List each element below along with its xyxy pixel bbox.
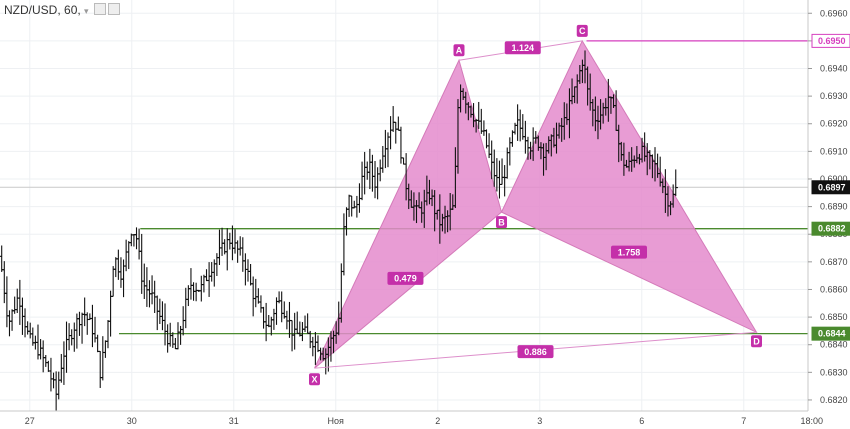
price-tick-label: 0.6870 [820, 257, 848, 267]
point-tag-bg [576, 24, 588, 37]
ratio-labels: 1.124 0.479 1.758 0.886 [387, 41, 647, 359]
price-tag-bg [811, 221, 850, 236]
point-tag-d: D [753, 336, 760, 346]
ratio-tag: 0.886 [524, 347, 547, 357]
harmonic-pattern-fill [314, 39, 758, 369]
triangle-xab [314, 58, 503, 369]
price-tag: 0.6844 [818, 329, 846, 339]
price-tick-label: 0.6960 [820, 8, 848, 18]
current-price-tag: 0.6897 [818, 182, 846, 192]
point-tag-bg [496, 216, 507, 229]
price-tick-label: 0.6830 [820, 367, 848, 377]
time-tick-label: 6 [639, 416, 644, 426]
symbol-label: NZD/USD [4, 3, 58, 17]
ratio-tag: 1.758 [618, 247, 641, 257]
close-icon[interactable] [107, 3, 120, 15]
time-tick-label: 30 [127, 416, 137, 426]
settings-icon[interactable] [93, 3, 106, 15]
point-tag-bg [309, 373, 320, 386]
price-tag: 0.6950 [818, 36, 846, 46]
price-tick-label: 0.6860 [820, 284, 848, 294]
price-bars [0, 50, 678, 411]
time-tick-label: 3 [537, 416, 542, 426]
triangle-bcd [500, 39, 758, 334]
price-tag-bg [811, 33, 850, 48]
price-axis-bg [808, 0, 850, 411]
price-tick-label: 0.6920 [820, 119, 848, 129]
dropdown-icon[interactable]: ▾ [84, 6, 89, 16]
price-tag: 0.6882 [818, 224, 846, 234]
ratio-tag-bg [504, 41, 541, 55]
price-tick-label: 0.6840 [820, 340, 848, 350]
point-tag-b: B [498, 217, 505, 227]
ratio-tag: 0.479 [394, 274, 417, 284]
time-tick-label: Ноя [328, 416, 345, 426]
time-tick-label: 31 [229, 416, 239, 426]
price-tick-label: 0.6820 [820, 395, 848, 405]
ratio-tag-bg [517, 345, 554, 359]
time-axis-bg [0, 411, 850, 429]
ratio-tag-bg [387, 271, 424, 285]
point-tag-bg [751, 335, 762, 348]
ratio-tag-bg [611, 245, 647, 259]
price-tick-label: 0.6900 [820, 174, 848, 184]
point-tag-c: C [579, 26, 586, 36]
pattern-point-labels: X A B C D [309, 24, 762, 386]
price-tick-label: 0.6890 [820, 202, 848, 212]
price-tick-label: 0.6930 [820, 91, 848, 101]
point-tag-a: A [456, 45, 463, 55]
price-axis[interactable]: 0.6820 0.6830 0.6840 0.6850 0.6860 0.6870 0.68… [807, 0, 850, 411]
chart-header: NZD/USD, 60, ▾ [4, 3, 120, 17]
point-tag-bg [453, 44, 465, 57]
ratio-tag: 1.124 [511, 43, 534, 53]
price-tick-label: 0.6940 [820, 64, 848, 74]
time-tick-label: 18:00 [800, 416, 823, 426]
price-tick-label: 0.6850 [820, 312, 848, 322]
price-tag-bg [811, 326, 850, 341]
time-axis[interactable]: 27 30 31 Ноя 2 3 6 7 18:00 [0, 410, 850, 429]
current-price-tag-bg [811, 180, 850, 195]
point-tag-x: X [311, 374, 317, 384]
interval-label: 60 [64, 3, 78, 17]
time-tick-label: 7 [741, 416, 746, 426]
time-tick-label: 27 [25, 416, 35, 426]
time-tick-label: 2 [435, 416, 440, 426]
price-tick-label: 0.6910 [820, 146, 848, 156]
